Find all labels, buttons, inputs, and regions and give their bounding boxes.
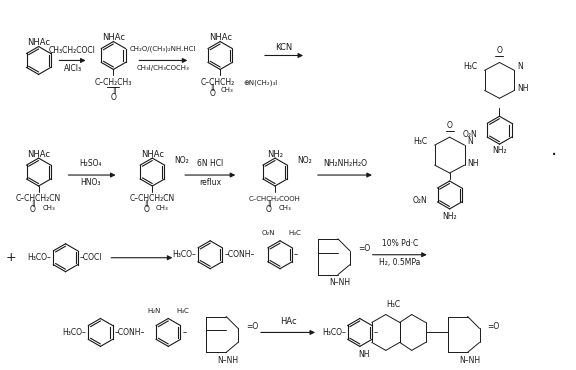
Text: –COCl: –COCl	[79, 253, 102, 262]
Text: H₃C: H₃C	[414, 137, 427, 146]
Text: ·: ·	[551, 146, 558, 165]
Text: H₃C: H₃C	[386, 300, 401, 309]
Text: NH₂: NH₂	[492, 146, 507, 155]
Text: H₃CO–: H₃CO–	[322, 328, 346, 337]
Text: H₂N: H₂N	[147, 307, 160, 313]
Text: NH₂NH₂H₂O: NH₂NH₂H₂O	[323, 159, 367, 168]
Text: O: O	[446, 121, 453, 130]
Text: NH: NH	[517, 84, 529, 93]
Text: NHAc: NHAc	[141, 149, 164, 159]
Text: 6N HCl: 6N HCl	[197, 159, 223, 168]
Text: H₂SO₄: H₂SO₄	[79, 159, 102, 168]
Text: C–CHCH₂CN: C–CHCH₂CN	[130, 195, 175, 204]
Text: ‖: ‖	[145, 201, 148, 208]
Text: NH: NH	[358, 350, 370, 359]
Text: –CONH–: –CONH–	[115, 328, 145, 337]
Text: HNO₃: HNO₃	[80, 178, 101, 186]
Text: ‖: ‖	[112, 87, 115, 94]
Text: CH₂O/(CH₃)₂NH.HCl: CH₂O/(CH₃)₂NH.HCl	[130, 45, 196, 52]
Text: AlCl₃: AlCl₃	[63, 64, 82, 73]
Text: –CONH–: –CONH–	[224, 250, 255, 259]
Text: =O: =O	[487, 322, 500, 331]
Text: H₃CO–: H₃CO–	[172, 250, 196, 259]
Text: CH₃: CH₃	[42, 205, 55, 211]
Text: NH: NH	[468, 159, 479, 168]
Text: O: O	[143, 205, 149, 214]
Text: =O: =O	[246, 322, 259, 331]
Text: O: O	[266, 205, 272, 214]
Text: NHAc: NHAc	[102, 33, 125, 42]
Text: +: +	[5, 251, 16, 264]
Text: N: N	[468, 137, 473, 146]
Text: ⊕N(CH₂)₃I: ⊕N(CH₂)₃I	[243, 79, 277, 85]
Text: H₃C: H₃C	[288, 230, 301, 236]
Text: N–NH: N–NH	[329, 278, 350, 287]
Text: NHAc: NHAc	[209, 33, 232, 42]
Text: NO₂: NO₂	[175, 156, 189, 165]
Text: CH₃I/CH₃COCH₃: CH₃I/CH₃COCH₃	[137, 65, 190, 71]
Text: H₂, 0.5MPa: H₂, 0.5MPa	[379, 258, 420, 267]
Text: N–NH: N–NH	[459, 356, 480, 365]
Text: –: –	[374, 328, 378, 337]
Text: CH₃: CH₃	[156, 205, 169, 211]
Text: O₂N: O₂N	[262, 230, 275, 236]
Text: CH₃: CH₃	[221, 87, 233, 93]
Text: C–CH₂CH₃: C–CH₂CH₃	[94, 78, 132, 87]
Text: C–CHCH₂: C–CHCH₂	[201, 78, 235, 87]
Text: –: –	[294, 250, 298, 259]
Text: H₃C: H₃C	[176, 307, 189, 313]
Text: NH₂: NH₂	[442, 212, 457, 221]
Text: C–CHCH₂COOH: C–CHCH₂COOH	[249, 196, 301, 202]
Text: O₂N: O₂N	[413, 196, 427, 205]
Text: O: O	[30, 205, 36, 214]
Text: –: –	[182, 328, 187, 337]
Text: N–NH: N–NH	[218, 356, 238, 365]
Text: ‖: ‖	[31, 201, 35, 208]
Text: KCN: KCN	[275, 43, 293, 52]
Text: reflux: reflux	[199, 178, 221, 186]
Text: 10% Pd·C: 10% Pd·C	[382, 239, 418, 248]
Text: O: O	[111, 93, 116, 102]
Text: ‖: ‖	[267, 201, 271, 208]
Text: O: O	[209, 89, 215, 98]
Text: NHAc: NHAc	[27, 38, 50, 47]
Text: NH₂: NH₂	[267, 149, 283, 159]
Text: NO₂: NO₂	[297, 156, 312, 165]
Text: C–CHCH₂CN: C–CHCH₂CN	[16, 195, 61, 204]
Text: CH₃: CH₃	[279, 205, 291, 211]
Text: CH₃CH₂COCl: CH₃CH₂COCl	[49, 46, 96, 55]
Text: HAc: HAc	[280, 317, 296, 326]
Text: H₃CO–: H₃CO–	[28, 253, 52, 262]
Text: H₃C: H₃C	[464, 62, 478, 71]
Text: N: N	[517, 62, 523, 71]
Text: ‖: ‖	[210, 84, 214, 91]
Text: O: O	[497, 46, 502, 55]
Text: =O: =O	[358, 244, 370, 253]
Text: O₂N: O₂N	[463, 130, 478, 139]
Text: NHAc: NHAc	[27, 149, 50, 159]
Text: H₃CO–: H₃CO–	[63, 328, 86, 337]
